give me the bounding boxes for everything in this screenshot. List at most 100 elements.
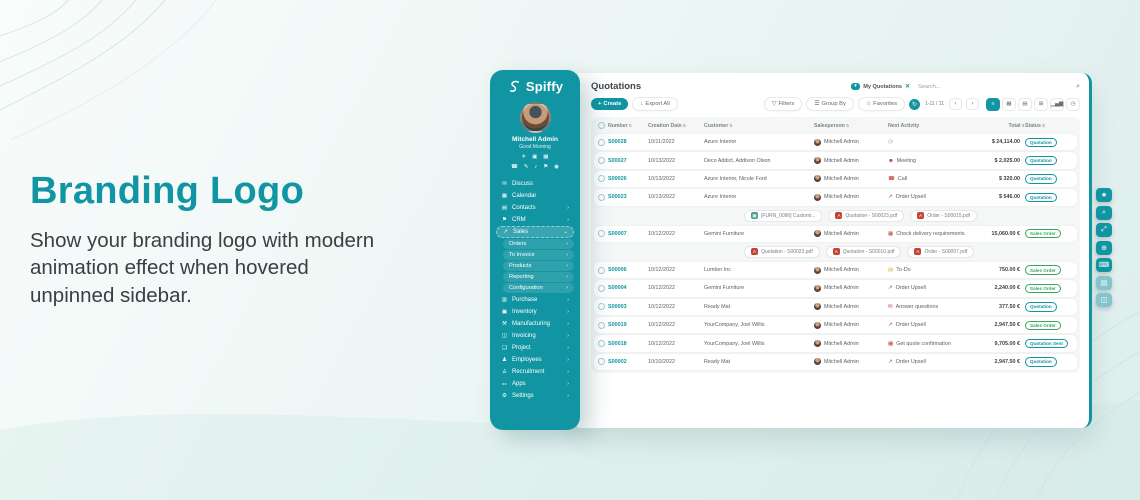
fullscreen-button[interactable]: ⤢ [1096,223,1112,237]
next-page-button[interactable]: › [966,98,979,110]
sidebar-item-recruitment[interactable]: ♙ Recruitment › [496,366,574,377]
sidebar-item-calendar[interactable]: ▦ Calendar [496,190,574,201]
sidebar-item-discuss[interactable]: ✉ Discuss [496,178,574,189]
column-header-total[interactable]: Total⇅ [984,123,1025,129]
search-icon[interactable]: ⌕ [1076,82,1080,90]
cell-next-activity[interactable]: ☻ Meeting [888,158,984,164]
grid-icon[interactable]: ▦ [543,154,549,160]
sidebar-item-employees[interactable]: ♟ Employees › [496,354,574,365]
cell-next-activity[interactable]: ▦ Get quote confirmation [888,341,984,347]
table-row[interactable]: S00002 10/10/2022 Ready Mat Mitchell Admin ↗… [594,353,1077,371]
sidebar-item-sales[interactable]: ↗ Sales ⌄ [496,226,574,238]
briefcase-icon[interactable]: ▣ [532,154,538,160]
refresh-button[interactable]: ↻ [909,98,920,110]
attachment-chip[interactable]: A Quotation - S00023.pdf [828,209,905,222]
prev-page-button[interactable]: ‹ [949,98,962,110]
lock-icon[interactable]: ⚑ [543,164,549,170]
cell-next-activity[interactable]: ↗ Order Upsell [888,285,984,291]
sidebar-item-manufacturing[interactable]: ⚒ Manufacturing › [496,318,574,329]
sidebar-item-purchase[interactable]: ▥ Purchase › [496,294,574,305]
table-row[interactable]: S00026 10/13/2022 Azure Interior, Nicole F… [594,170,1077,188]
column-header-number[interactable]: Number⇅ [608,123,648,129]
list-view-button[interactable]: ≡ [986,97,1000,111]
table-row[interactable]: S00027 10/13/2022 Deco Addict, Addison Ols… [594,152,1077,169]
clear-filter-icon[interactable]: ✕ [905,84,911,90]
select-all-radio[interactable] [598,122,605,129]
kanban-view-button[interactable]: ▦ [1002,97,1016,111]
table-row[interactable]: S00003 10/12/2022 Ready Mat Mitchell Admin ✉… [594,298,1077,315]
column-header-creation-date[interactable]: Creation Date⇅ [648,123,704,129]
row-radio[interactable] [598,193,605,201]
notes-button[interactable]: ▤ [1096,275,1112,290]
sidebar-item-to-invoice[interactable]: To Invoice › [503,250,574,260]
table-row[interactable]: S00019 10/12/2022 YourCompany, Joel Willis… [594,317,1077,334]
column-header-status[interactable]: Status⇅ [1025,123,1075,129]
activity-view-button[interactable]: ◷ [1066,97,1080,111]
palette-icon[interactable]: ✎ [523,164,529,170]
car-icon[interactable]: ☎ [511,164,518,170]
brand-logo[interactable]: Spiffy [490,70,580,97]
graph-view-button[interactable]: ▁▄▆ [1050,97,1064,111]
row-radio[interactable] [598,138,605,146]
sidebar-item-apps[interactable]: ⚏ Apps › [496,378,574,389]
row-radio[interactable] [598,157,605,165]
cell-next-activity[interactable]: ✉ Answer questions [888,304,984,310]
column-header-salesperson[interactable]: Salesperson⇅ [814,123,888,129]
attachment-chip[interactable]: A Order - S00007.pdf [907,245,975,258]
sidebar-item-crm[interactable]: ⚑ CRM › [496,214,574,225]
table-row[interactable]: S00028 10/11/2022 Azure Interior Mitchell A… [594,134,1077,151]
sidebar-item-configuration[interactable]: Configuration › [503,283,574,293]
cell-next-activity[interactable]: ↗ Order Upsell [888,359,984,365]
create-button[interactable]: + Create [591,98,629,110]
cell-next-activity[interactable]: ▦ Check delivery requirements [888,231,984,237]
plane-icon[interactable]: ✈ [521,154,527,160]
row-radio[interactable] [598,321,605,329]
attachment-chip[interactable]: A Quotation - S00023.pdf [744,245,820,258]
filters-button[interactable]: ▽ Filters [764,97,803,111]
sidebar-item-settings[interactable]: ⚙ Settings › [496,390,574,401]
cell-next-activity[interactable]: ◷ [888,139,984,145]
attachment-chip[interactable]: A Order - S00015.pdf [910,209,977,222]
column-header-next-activity[interactable]: Next Activity [888,123,984,129]
cell-next-activity[interactable]: ↗ Order Upsell [888,194,984,200]
attachment-chip[interactable]: ▣ [FURN_0096] Customi... [744,209,823,222]
table-row[interactable]: S00004 10/12/2022 Gemini Furniture Mitchell… [594,280,1077,297]
search-input[interactable]: Search... [918,83,941,90]
cell-next-activity[interactable]: ☎ Call [888,176,984,182]
search-button[interactable]: ⌕ [1096,205,1112,220]
shortcuts-button[interactable]: ⌨ [1096,258,1112,272]
sidebar-item-inventory[interactable]: ▣ Inventory › [496,306,574,317]
sidebar-item-orders[interactable]: Orders › [503,239,574,249]
chat-button[interactable]: ◫ [1096,293,1112,307]
cell-next-activity[interactable]: ↗ Order Upsell [888,322,984,328]
group-by-button[interactable]: ☰ Group By [806,97,854,111]
table-row[interactable]: S00018 10/12/2022 YourCompany, Joel Willis… [594,335,1077,352]
row-radio[interactable] [598,358,605,366]
row-radio[interactable] [598,230,605,238]
column-header-customer[interactable]: Customer⇅ [704,123,814,129]
row-radio[interactable] [598,284,605,292]
sidebar-item-invoicing[interactable]: ◫ Invoicing › [496,330,574,341]
calendar-view-button[interactable]: ▤ [1018,97,1032,111]
active-filter-chip[interactable]: ▼ My Quotations ✕ [850,82,911,91]
table-row[interactable]: S00006 10/12/2022 Lumber Inc Mitchell Admin… [594,261,1077,279]
zoom-button[interactable]: ⊕ [1096,240,1112,255]
sidebar-item-project[interactable]: ❏ Project › [496,342,574,353]
mute-icon[interactable]: ♪ [534,164,538,170]
sidebar-item-contacts[interactable]: ▤ Contacts › [496,202,574,213]
cell-next-activity[interactable]: ▤ To-Do [888,267,984,273]
attachment-chip[interactable]: A Quotation - S00010.pdf [825,245,902,258]
pivot-view-button[interactable]: ⊞ [1034,97,1048,111]
location-icon[interactable]: ◉ [554,164,559,170]
export-all-button[interactable]: ↓ Export All [632,97,678,111]
table-row[interactable]: S00007 10/12/2022 Gemini Furniture Mitchell… [594,225,1077,242]
sidebar-item-reporting[interactable]: Reporting › [503,272,574,282]
sidebar-item-products[interactable]: Products › [503,261,574,271]
row-radio[interactable] [598,266,605,274]
row-radio[interactable] [598,340,605,348]
avatar[interactable] [519,102,551,133]
row-radio[interactable] [598,175,605,183]
star-button[interactable]: ★ [1096,188,1112,202]
table-row[interactable]: S00023 10/13/2022 Azure Interior Mitchell A… [594,189,1077,206]
row-radio[interactable] [598,303,605,311]
